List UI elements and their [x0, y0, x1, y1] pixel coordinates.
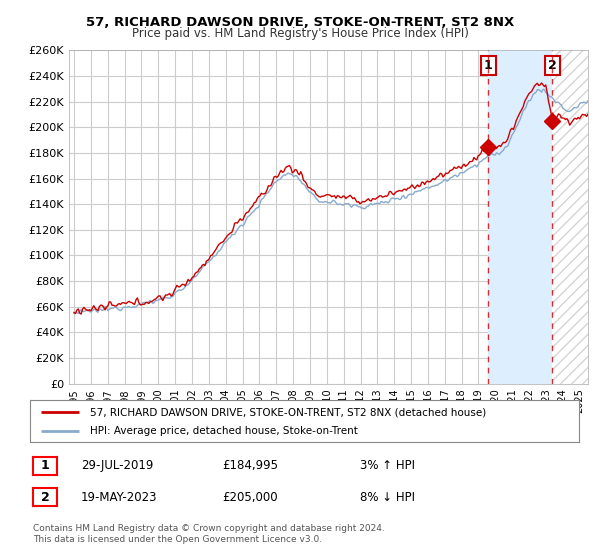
- Text: HPI: Average price, detached house, Stoke-on-Trent: HPI: Average price, detached house, Stok…: [91, 426, 358, 436]
- Text: 3% ↑ HPI: 3% ↑ HPI: [360, 459, 415, 473]
- Text: 8% ↓ HPI: 8% ↓ HPI: [360, 491, 415, 504]
- Text: 29-JUL-2019: 29-JUL-2019: [81, 459, 154, 473]
- Text: 2: 2: [548, 59, 557, 72]
- Bar: [552, 50, 596, 384]
- Text: £184,995: £184,995: [222, 459, 278, 473]
- Text: 57, RICHARD DAWSON DRIVE, STOKE-ON-TRENT, ST2 8NX (detached house): 57, RICHARD DAWSON DRIVE, STOKE-ON-TRENT…: [91, 407, 487, 417]
- Text: Price paid vs. HM Land Registry's House Price Index (HPI): Price paid vs. HM Land Registry's House …: [131, 27, 469, 40]
- Bar: [552, 50, 600, 384]
- Text: 19-MAY-2023: 19-MAY-2023: [81, 491, 157, 504]
- Text: 57, RICHARD DAWSON DRIVE, STOKE-ON-TRENT, ST2 8NX: 57, RICHARD DAWSON DRIVE, STOKE-ON-TRENT…: [86, 16, 514, 29]
- Text: 1: 1: [484, 59, 493, 72]
- Text: Contains HM Land Registry data © Crown copyright and database right 2024.: Contains HM Land Registry data © Crown c…: [33, 524, 385, 533]
- Text: £205,000: £205,000: [222, 491, 278, 504]
- Text: 1: 1: [41, 459, 49, 473]
- Text: This data is licensed under the Open Government Licence v3.0.: This data is licensed under the Open Gov…: [33, 535, 322, 544]
- Bar: [488, 50, 552, 384]
- Text: 2: 2: [41, 491, 49, 504]
